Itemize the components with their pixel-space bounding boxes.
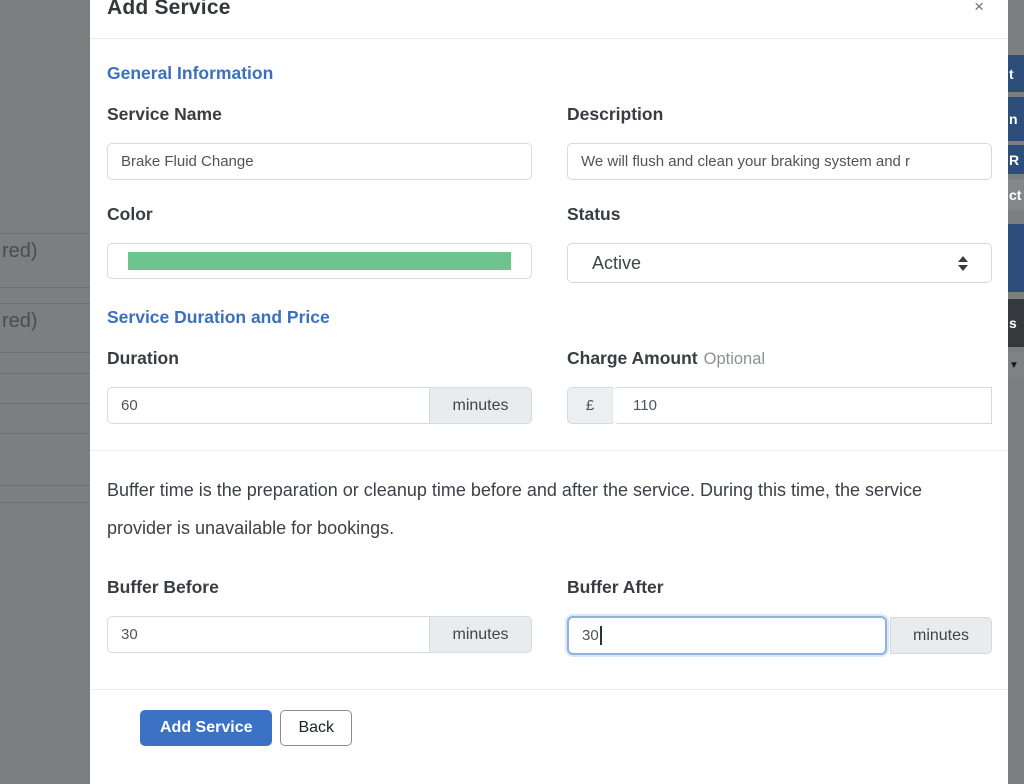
section-general-information: General Information xyxy=(107,63,274,83)
backdrop-table-divider xyxy=(0,352,90,353)
charge-amount-label: Charge Amount Optional xyxy=(567,348,766,368)
backdrop-button-fragment: R xyxy=(1008,145,1024,174)
duration-label: Duration xyxy=(107,348,179,368)
optional-hint: Optional xyxy=(703,350,766,368)
add-service-button[interactable]: Add Service xyxy=(140,710,273,746)
backdrop-row-text: red) xyxy=(2,310,38,332)
buffer-before-unit-addon: minutes xyxy=(430,616,532,653)
backdrop-button-fragment: t xyxy=(1008,55,1024,92)
section-divider xyxy=(90,450,1008,451)
color-picker[interactable] xyxy=(107,243,532,279)
backdrop-table-divider xyxy=(0,485,90,486)
modal-header: Add Service × xyxy=(90,0,1008,39)
buffer-after-unit-addon: minutes xyxy=(890,617,992,654)
charge-amount-input[interactable] xyxy=(613,387,992,424)
backdrop-button-fragment: ct xyxy=(1008,179,1024,210)
backdrop-row-text: red) xyxy=(2,240,38,262)
description-input[interactable] xyxy=(567,143,992,180)
service-name-label: Service Name xyxy=(107,104,222,124)
backdrop-table-divider xyxy=(0,373,90,374)
buffer-after-label: Buffer After xyxy=(567,577,664,597)
duration-unit-addon: minutes xyxy=(430,387,532,424)
backdrop-table-divider xyxy=(0,433,90,434)
modal-body: General Information Service Name Descrip… xyxy=(90,39,1008,746)
backdrop-table-divider xyxy=(0,403,90,404)
status-label: Status xyxy=(567,204,621,224)
buffer-after-input[interactable]: 30 xyxy=(567,616,887,655)
footer-divider xyxy=(90,689,1008,690)
section-duration-price: Service Duration and Price xyxy=(107,307,330,327)
description-label: Description xyxy=(567,104,664,124)
color-swatch xyxy=(128,252,511,270)
text-cursor xyxy=(599,626,602,645)
status-select[interactable]: Active xyxy=(567,243,992,283)
backdrop-table-divider xyxy=(0,502,90,503)
backdrop-table-divider xyxy=(0,303,90,304)
select-caret-icon xyxy=(958,255,968,271)
duration-input[interactable] xyxy=(107,387,430,424)
buffer-before-input[interactable] xyxy=(107,616,430,653)
status-selected-value: Active xyxy=(592,252,642,273)
backdrop-table-divider xyxy=(0,233,90,234)
back-button[interactable]: Back xyxy=(280,710,353,746)
backdrop-table-divider xyxy=(0,287,90,288)
close-icon[interactable]: × xyxy=(974,0,984,16)
buffer-before-label: Buffer Before xyxy=(107,577,219,597)
color-label: Color xyxy=(107,204,153,224)
buffer-description-text: Buffer time is the preparation or cleanu… xyxy=(107,480,923,538)
service-name-input[interactable] xyxy=(107,143,532,180)
backdrop-button-fragment: n xyxy=(1008,97,1024,141)
add-service-modal: Add Service × General Information Servic… xyxy=(90,0,1008,784)
backdrop-button-fragment: s xyxy=(1008,299,1024,347)
modal-title: Add Service xyxy=(107,0,231,19)
currency-prefix-addon: £ xyxy=(567,387,613,424)
modal-footer: Add Service Back xyxy=(107,690,992,746)
backdrop-dropdown-caret-icon: ▼ xyxy=(1008,352,1024,379)
backdrop-button-fragment xyxy=(1008,224,1024,292)
